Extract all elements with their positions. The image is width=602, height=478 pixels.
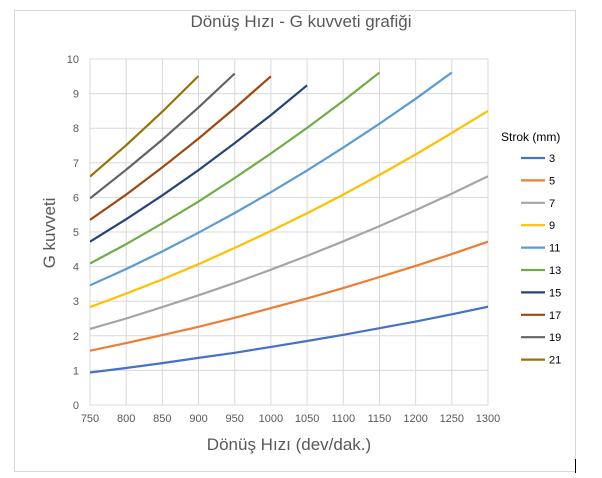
legend-title: Strok (mm) [501, 130, 560, 144]
text-cursor [575, 459, 576, 473]
series-line-21 [90, 75, 200, 178]
legend-label: 17 [549, 310, 561, 322]
tick-labels: 750 800 850 900 950 1000 1050 1100 1150 1200 1250 1… [67, 54, 500, 425]
series-line-11 [90, 71, 453, 287]
x-tick-label: 900 [189, 413, 207, 425]
series-line-19 [90, 72, 236, 200]
legend-label: 11 [549, 243, 560, 255]
series-line-9 [90, 109, 488, 309]
legend-label: 21 [549, 355, 561, 367]
legend-label: 5 [549, 175, 555, 187]
x-tick-label: 800 [117, 413, 135, 425]
x-tick-label: 1150 [368, 413, 392, 425]
x-tick-label: 1000 [259, 413, 283, 425]
x-tick-label: 1300 [476, 413, 500, 425]
legend: Strok (mm) 3 5 7 9 11 13 15 17 19 21 [501, 130, 561, 367]
y-tick-label: 6 [73, 192, 79, 204]
x-tick-label: 1250 [440, 413, 464, 425]
series-line-15 [90, 84, 308, 243]
x-tick-label: 850 [153, 413, 171, 425]
legend-label: 13 [549, 265, 561, 277]
series-line-3 [90, 305, 488, 374]
legend-label: 3 [549, 153, 555, 165]
y-tick-label: 8 [73, 123, 79, 135]
series-lines [90, 71, 488, 374]
y-tick-label: 10 [67, 54, 79, 66]
x-tick-label: 950 [226, 413, 244, 425]
y-tick-label: 5 [73, 227, 79, 239]
y-tick-label: 7 [73, 158, 79, 170]
series-line-7 [90, 175, 488, 330]
x-tick-label: 1100 [331, 413, 355, 425]
legend-label: 19 [549, 332, 561, 344]
chart-frame [14, 10, 576, 472]
y-axis-label: G kuvveti [40, 198, 59, 269]
series-line-17 [90, 75, 272, 221]
y-tick-label: 3 [73, 296, 79, 308]
y-tick-label: 0 [73, 400, 79, 412]
x-axis-label: Dönüş Hızı (dev/dak.) [207, 435, 371, 454]
y-tick-label: 4 [73, 262, 79, 274]
y-tick-label: 2 [73, 331, 79, 343]
x-tick-label: 750 [81, 413, 99, 425]
legend-label: 15 [549, 287, 561, 299]
legend-label: 9 [549, 220, 555, 232]
y-tick-label: 1 [73, 365, 79, 377]
legend-label: 7 [549, 198, 555, 210]
grid [89, 58, 489, 406]
x-tick-label: 1050 [295, 413, 319, 425]
series-line-13 [90, 71, 381, 265]
series-line-5 [90, 240, 488, 352]
chart-title: Dönüş Hızı - G kuvveti grafiği [190, 12, 412, 31]
x-tick-label: 1200 [403, 413, 427, 425]
y-tick-label: 9 [73, 89, 79, 101]
